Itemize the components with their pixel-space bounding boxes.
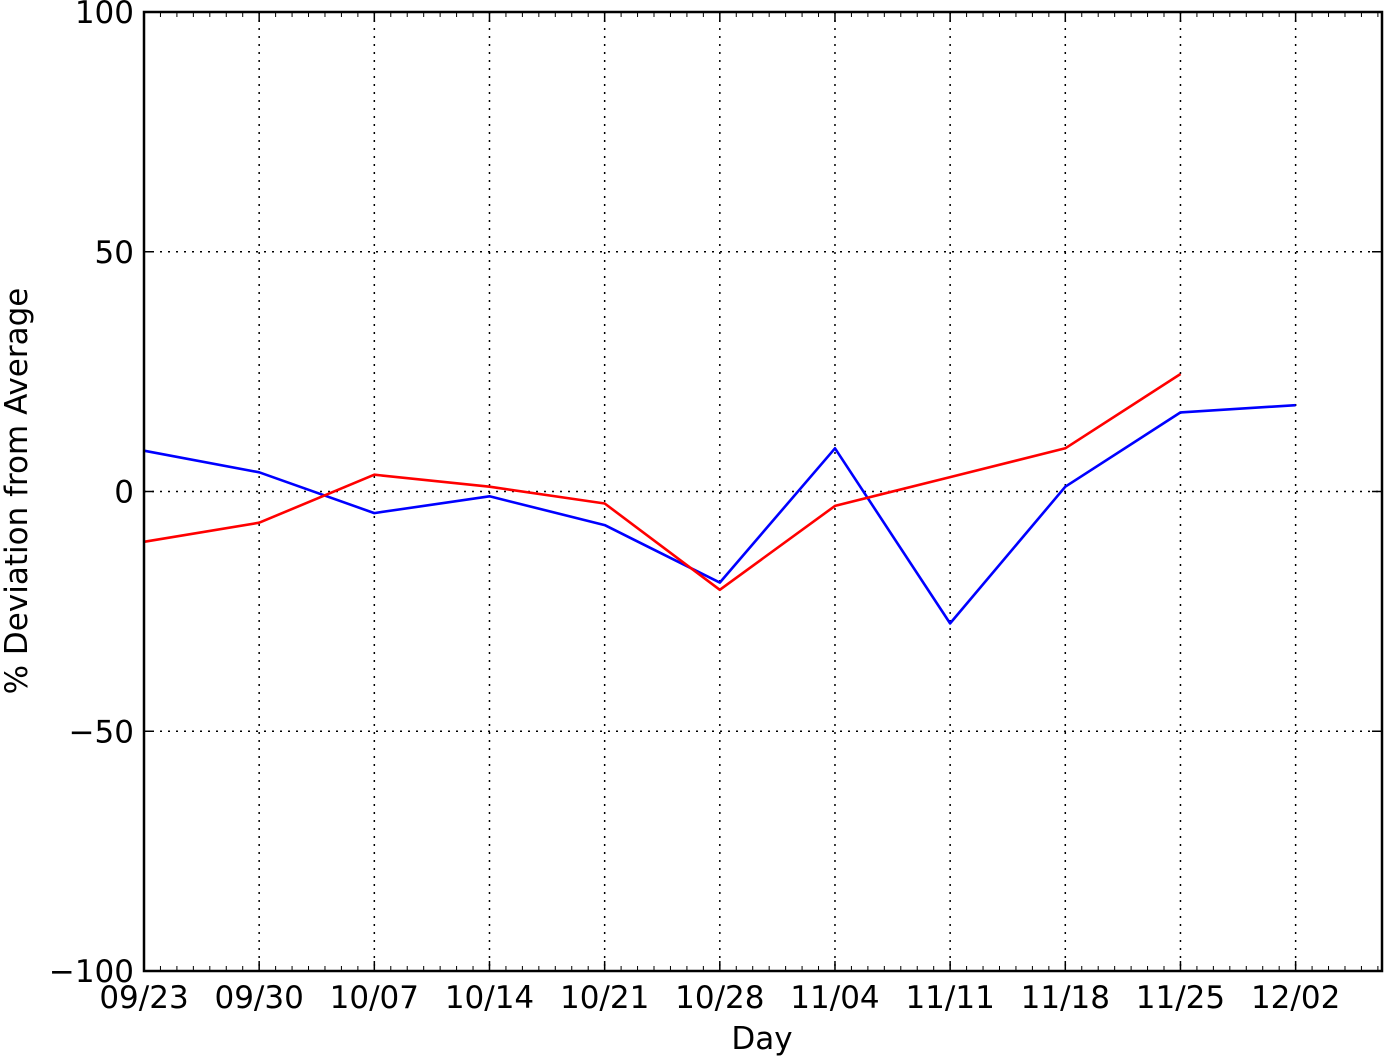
x-tick-label: 11/11 [905, 980, 994, 1016]
series-lines [143, 372, 1296, 625]
y-tick-label: −50 [69, 714, 134, 750]
x-tick-label: 11/04 [790, 980, 879, 1016]
x-tick-label: 12/02 [1251, 980, 1340, 1016]
y-tick-label: 50 [95, 235, 134, 271]
x-tick-label: 10/14 [445, 980, 534, 1016]
grid-lines [144, 12, 1382, 971]
series-line-2 [143, 372, 1182, 592]
x-tick-label: 11/18 [1021, 980, 1110, 1016]
y-axis-title: % Deviation from Average [0, 288, 35, 695]
series-line-1 [143, 403, 1296, 625]
y-tick-labels: −100 −50 0 50 100 [49, 0, 134, 990]
x-tick-label: 10/28 [675, 980, 764, 1016]
x-tick-labels: 09/23 09/30 10/07 10/14 10/21 10/28 11/04 11/11… [99, 980, 1340, 1016]
x-axis-title: Day [731, 1021, 792, 1057]
y-tick-label: −100 [49, 954, 134, 990]
y-tick-label: 0 [114, 475, 134, 511]
tick-marks [143, 11, 1382, 972]
x-tick-label: 09/30 [214, 980, 303, 1016]
x-tick-label: 10/21 [560, 980, 649, 1016]
x-tick-label: 11/25 [1136, 980, 1225, 1016]
x-tick-label: 10/07 [330, 980, 419, 1016]
x-tick-label: 09/23 [99, 980, 188, 1016]
y-tick-label: 100 [75, 0, 134, 31]
